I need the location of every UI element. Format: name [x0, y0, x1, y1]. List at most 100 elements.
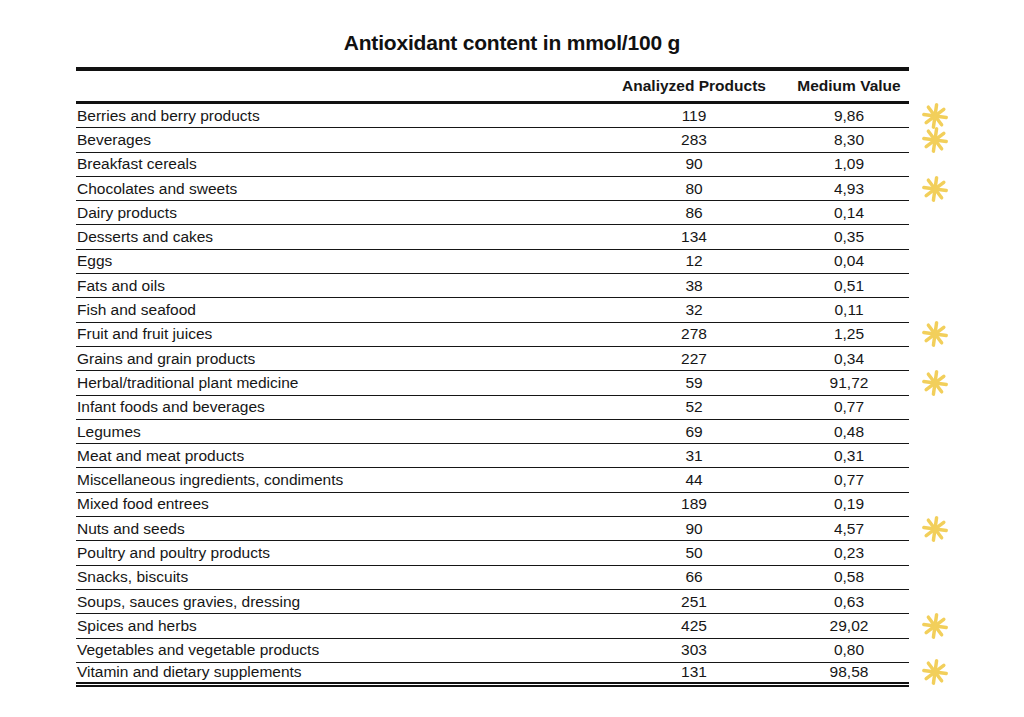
star-icon: [919, 173, 951, 205]
medium-value-cell: 4,57: [789, 520, 909, 538]
table-row: Chocolates and sweets80 4,93: [76, 177, 909, 201]
table-row: Fruit and fruit juices278 1,25: [76, 323, 909, 347]
medium-value-cell: 0,77: [789, 471, 909, 489]
analyzed-products-cell: 90: [609, 155, 779, 173]
table-row: Herbal/traditional plant medicine59 91,72: [76, 371, 909, 395]
medium-value-cell: 8,30: [789, 131, 909, 149]
category-cell: Mixed food entrees: [76, 495, 609, 513]
analyzed-products-cell: 59: [609, 374, 779, 392]
category-cell: Desserts and cakes: [76, 228, 609, 246]
table-row: Breakfast cereals90 1,09: [76, 153, 909, 177]
medium-value-cell: 0,77: [789, 398, 909, 416]
medium-value-cell: 0,14: [789, 204, 909, 222]
category-cell: Spices and herbs: [76, 617, 609, 635]
analyzed-products-cell: 31: [609, 447, 779, 465]
table-row: Mixed food entrees189 0,19: [76, 493, 909, 517]
category-cell: Fruit and fruit juices: [76, 325, 609, 343]
table-row: Soups, sauces gravies, dressing2510,63: [76, 590, 909, 614]
category-cell: Nuts and seeds: [76, 520, 609, 538]
table-row: Fish and seafood320,11: [76, 298, 909, 322]
medium-value-cell: 0,35: [789, 228, 909, 246]
table-row: Fats and oils38 0,51: [76, 274, 909, 298]
category-cell: Eggs: [76, 252, 609, 270]
medium-value-cell: 0,19: [789, 495, 909, 513]
table-row: Vitamin and dietary supplements13198,58: [76, 663, 909, 687]
table-body: Berries and berry products119 9,86 Beverag…: [76, 104, 909, 687]
analyzed-products-cell: 90: [609, 520, 779, 538]
table-row: Eggs12 0,04: [76, 250, 909, 274]
antioxidant-table: Analiyzed Products Medium Value Berries …: [76, 67, 909, 687]
analyzed-products-cell: 189: [609, 495, 779, 513]
category-cell: Soups, sauces gravies, dressing: [76, 593, 609, 611]
antioxidant-table-page: Antioxidant content in mmol/100 g Analiy…: [0, 0, 1024, 717]
analyzed-products-cell: 227: [609, 350, 779, 368]
table-row: Poultry and poultry products50 0,23: [76, 541, 909, 565]
category-cell: Infant foods and beverages: [76, 398, 609, 416]
category-cell: Dairy products: [76, 204, 609, 222]
analyzed-products-cell: 32: [609, 301, 779, 319]
analyzed-products-cell: 86: [609, 204, 779, 222]
table-row: Dairy products86 0,14: [76, 201, 909, 225]
analyzed-products-cell: 134: [609, 228, 779, 246]
medium-value-cell: 0,23: [789, 544, 909, 562]
table-row: Berries and berry products119 9,86: [76, 104, 909, 128]
medium-value-cell: 0,31: [789, 447, 909, 465]
table-row: Nuts and seeds90 4,57: [76, 517, 909, 541]
medium-value-cell: 0,48: [789, 423, 909, 441]
category-cell: Fats and oils: [76, 277, 609, 295]
medium-value-cell: 29,02: [789, 617, 909, 635]
analyzed-products-cell: 283: [609, 131, 779, 149]
category-cell: Chocolates and sweets: [76, 180, 609, 198]
table-row: Meat and meat products31 0,31: [76, 444, 909, 468]
medium-value-cell: 91,72: [789, 374, 909, 392]
analyzed-products-cell: 52: [609, 398, 779, 416]
star-icon: [919, 319, 951, 351]
analyzed-products-cell: 303: [609, 641, 779, 659]
table-row: Grains and grain products2270,34: [76, 347, 909, 371]
table-row: Spices and herbs425 29,02: [76, 614, 909, 638]
analyzed-products-cell: 131: [609, 663, 779, 681]
analyzed-products-cell: 44: [609, 471, 779, 489]
table-row: Beverages283 8,30: [76, 128, 909, 152]
star-icon: [919, 367, 951, 399]
category-cell: Herbal/traditional plant medicine: [76, 374, 609, 392]
analyzed-products-cell: 38: [609, 277, 779, 295]
analyzed-products-cell: 80: [609, 180, 779, 198]
table-row: Miscellaneous ingredients, condiments44 0…: [76, 468, 909, 492]
analyzed-products-cell: 66: [609, 568, 779, 586]
analyzed-products-cell: 69: [609, 423, 779, 441]
category-cell: Miscellaneous ingredients, condiments: [76, 471, 609, 489]
category-cell: Poultry and poultry products: [76, 544, 609, 562]
medium-value-cell: 4,93: [789, 180, 909, 198]
medium-value-cell: 0,04: [789, 252, 909, 270]
analyzed-products-cell: 12: [609, 252, 779, 270]
analyzed-products-cell: 50: [609, 544, 779, 562]
medium-value-column-header: Medium Value: [789, 77, 909, 95]
category-cell: Breakfast cereals: [76, 155, 609, 173]
analyzed-products-column-header: Analiyzed Products: [609, 77, 779, 95]
medium-value-cell: 1,09: [789, 155, 909, 173]
medium-value-cell: 0,80: [789, 641, 909, 659]
analyzed-products-cell: 425: [609, 617, 779, 635]
medium-value-cell: 1,25: [789, 325, 909, 343]
analyzed-products-cell: 119: [609, 107, 779, 125]
page-title: Antioxidant content in mmol/100 g: [0, 31, 1024, 55]
table-row: Snacks, biscuits660,58: [76, 566, 909, 590]
medium-value-cell: 98,58: [789, 663, 909, 681]
analyzed-products-cell: 278: [609, 325, 779, 343]
category-cell: Berries and berry products: [76, 107, 609, 125]
medium-value-cell: 0,58: [789, 568, 909, 586]
table-row: Legumes690,48: [76, 420, 909, 444]
star-icon: [919, 513, 951, 545]
medium-value-cell: 0,11: [789, 301, 909, 319]
star-icon: [919, 657, 951, 689]
category-cell: Beverages: [76, 131, 609, 149]
medium-value-cell: 0,34: [789, 350, 909, 368]
analyzed-products-cell: 251: [609, 593, 779, 611]
category-cell: Meat and meat products: [76, 447, 609, 465]
table-row: Infant foods and beverages52 0,77: [76, 396, 909, 420]
medium-value-cell: 0,51: [789, 277, 909, 295]
medium-value-cell: 9,86: [789, 107, 909, 125]
table-header-row: Analiyzed Products Medium Value: [76, 71, 909, 104]
table-row: Desserts and cakes134 0,35: [76, 225, 909, 249]
